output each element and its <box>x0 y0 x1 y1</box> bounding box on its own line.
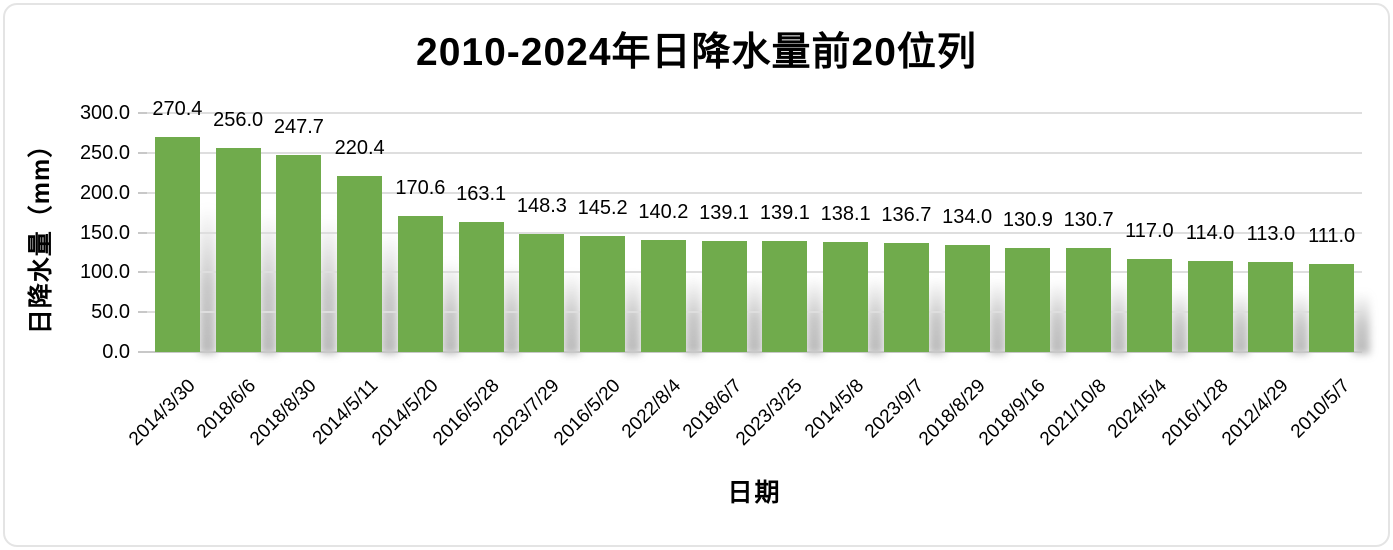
y-tick-label: 150.0 <box>79 221 130 244</box>
bar-value-label: 130.9 <box>1002 208 1053 231</box>
bar <box>1005 247 1051 352</box>
gridline <box>147 191 1362 194</box>
bar <box>883 243 929 352</box>
bar <box>276 154 322 352</box>
gridline <box>147 112 1362 114</box>
bar <box>701 241 747 352</box>
gridline <box>147 311 1362 314</box>
gridline <box>147 151 1362 154</box>
bar <box>1309 263 1355 352</box>
bar-value-label: 256.0 <box>213 109 264 132</box>
x-tick-label: 2023/3/25 <box>732 375 808 450</box>
bar-value-label: 270.4 <box>152 97 203 120</box>
bar-value-label: 247.7 <box>273 115 324 138</box>
x-axis-title: 日期 <box>727 479 782 507</box>
bar-value-label: 130.7 <box>1063 208 1114 231</box>
y-axis-tick-mark <box>138 351 147 353</box>
y-axis-tick-mark <box>138 191 147 194</box>
bar <box>1187 261 1233 352</box>
gridline <box>147 271 1362 274</box>
bar-value-label: 113.0 <box>1246 222 1296 245</box>
bar <box>1126 258 1172 352</box>
x-tick-label: 2014/5/8 <box>800 375 868 443</box>
x-tick-label: 2021/10/8 <box>1036 375 1111 450</box>
bar-value-label: 136.7 <box>881 204 932 227</box>
bar <box>1066 247 1112 352</box>
bar <box>154 136 200 352</box>
bar-value-label: 145.2 <box>577 197 628 220</box>
y-tick-label: 50.0 <box>91 301 130 324</box>
bar <box>519 233 565 352</box>
x-tick-label: 2010/5/7 <box>1286 375 1354 443</box>
x-axis-line <box>138 351 1362 353</box>
bar <box>762 241 808 352</box>
y-axis-tick-mark <box>138 271 147 274</box>
bar <box>944 245 990 352</box>
bar-value-label: 140.2 <box>638 201 689 224</box>
y-axis-tick-mark <box>138 151 147 154</box>
bar-value-label: 163.1 <box>456 183 507 206</box>
bar <box>458 222 504 352</box>
bar <box>580 236 626 352</box>
y-tick-label: 0.0 <box>102 341 130 363</box>
bar <box>640 240 686 352</box>
bar-value-label: 139.1 <box>759 202 810 225</box>
y-tick-label: 300.0 <box>79 102 130 124</box>
bar-value-label: 114.0 <box>1185 222 1235 245</box>
y-tick-label: 100.0 <box>79 261 130 284</box>
y-tick-label: 250.0 <box>79 141 130 164</box>
bar <box>337 176 383 352</box>
y-tick-label: 200.0 <box>79 181 130 204</box>
bar-value-label: 111.0 <box>1308 224 1356 247</box>
y-axis-tick-mark <box>138 112 147 114</box>
y-axis-tick-mark <box>138 231 147 234</box>
x-tick-label: 2018/8/30 <box>246 375 322 450</box>
bar-value-label: 148.3 <box>516 194 567 217</box>
bar <box>215 148 261 352</box>
x-tick-label: 2022/8/4 <box>618 375 686 443</box>
bar <box>397 216 443 352</box>
bar-value-label: 117.0 <box>1125 219 1174 242</box>
gridline <box>147 231 1362 234</box>
bar <box>823 241 869 352</box>
bar-value-label: 134.0 <box>942 206 993 229</box>
x-tick-label: 2014/3/30 <box>124 375 200 450</box>
x-tick-label: 2016/5/20 <box>550 375 625 450</box>
chart-title: 2010-2024年日降水量前20位列 <box>416 31 977 74</box>
bar-value-label: 139.1 <box>699 202 750 225</box>
bar-value-label: 220.4 <box>334 137 385 160</box>
bar <box>1248 261 1294 352</box>
bar-value-label: 138.1 <box>820 202 871 225</box>
y-axis-tick-mark <box>138 311 147 314</box>
bar-value-label: 170.6 <box>395 177 446 200</box>
